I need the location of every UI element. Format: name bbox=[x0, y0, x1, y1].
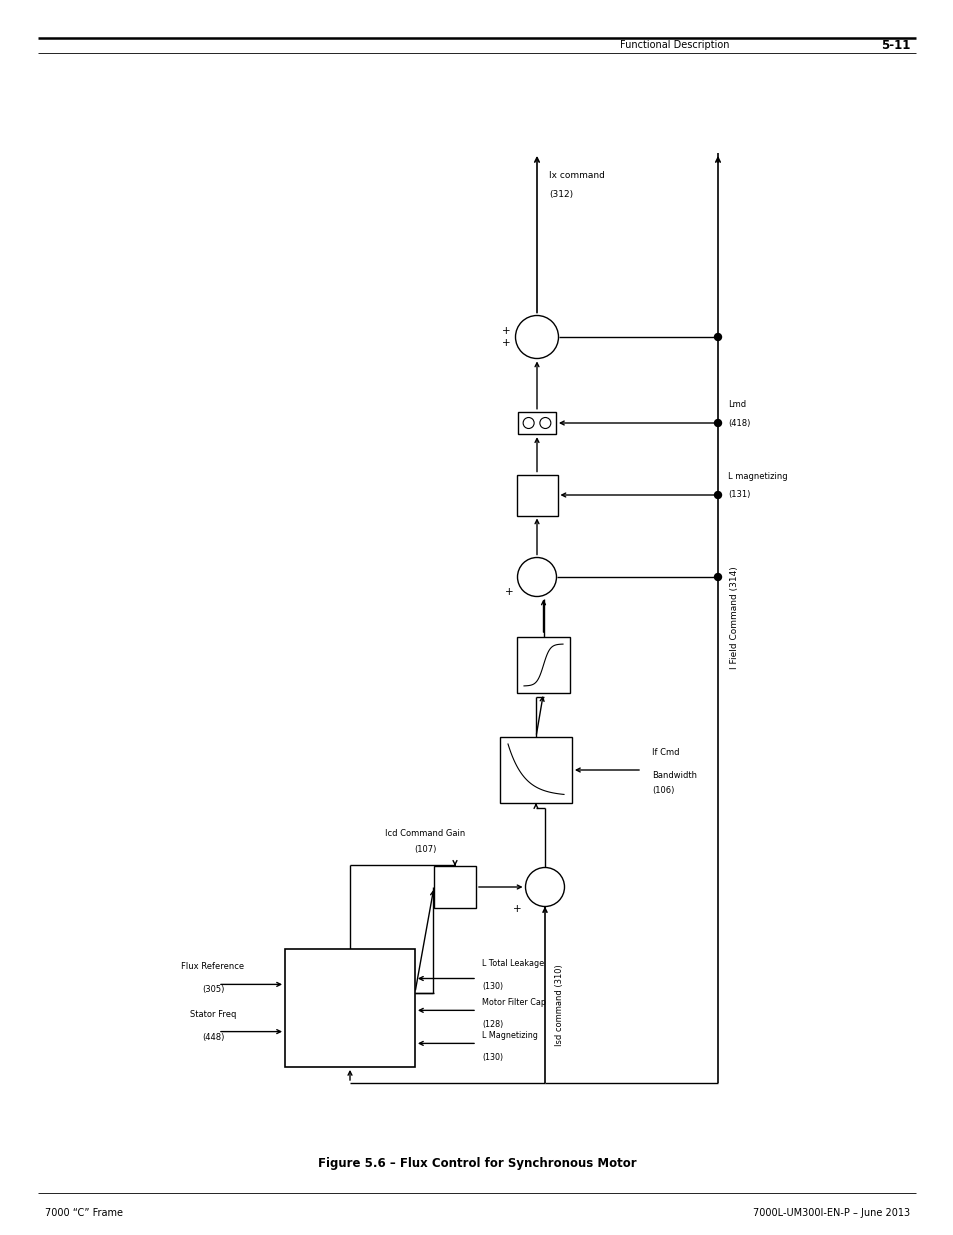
Text: Bandwidth: Bandwidth bbox=[651, 771, 697, 781]
Circle shape bbox=[714, 573, 720, 580]
Text: Ix command: Ix command bbox=[548, 170, 604, 179]
Text: CALCULATOR: CALCULATOR bbox=[322, 1018, 377, 1026]
Text: (448): (448) bbox=[202, 1032, 224, 1041]
Circle shape bbox=[714, 420, 720, 426]
Bar bbox=[517, 411, 556, 435]
Text: FILTER: FILTER bbox=[523, 776, 548, 784]
Text: (130): (130) bbox=[481, 1053, 502, 1062]
Text: I Field Command (314): I Field Command (314) bbox=[729, 567, 739, 669]
Text: 7000L-UM300I-EN-P – June 2013: 7000L-UM300I-EN-P – June 2013 bbox=[752, 1208, 909, 1218]
Text: (312): (312) bbox=[548, 190, 573, 200]
Circle shape bbox=[714, 492, 720, 499]
Text: +: + bbox=[513, 904, 521, 914]
Bar bbox=[434, 866, 476, 908]
Text: Functional Description: Functional Description bbox=[619, 41, 729, 51]
Text: $\times$: $\times$ bbox=[447, 878, 462, 897]
Bar bbox=[285, 948, 415, 1067]
Text: (418): (418) bbox=[727, 419, 750, 427]
Text: (130): (130) bbox=[481, 983, 502, 992]
Circle shape bbox=[515, 315, 558, 358]
Text: +: + bbox=[501, 338, 510, 348]
Text: CAP CURRENT: CAP CURRENT bbox=[320, 994, 379, 1003]
Bar bbox=[499, 737, 572, 803]
Text: L Magnetizing: L Magnetizing bbox=[481, 1031, 537, 1040]
Text: Motor Filter Cap: Motor Filter Cap bbox=[481, 998, 545, 1008]
Circle shape bbox=[517, 557, 556, 597]
Text: +: + bbox=[504, 587, 513, 597]
Circle shape bbox=[525, 867, 564, 906]
Text: Lmd: Lmd bbox=[727, 400, 745, 409]
Text: Figure 5.6 – Flux Control for Synchronous Motor: Figure 5.6 – Flux Control for Synchronou… bbox=[317, 1156, 636, 1170]
Text: $\times$: $\times$ bbox=[529, 487, 544, 504]
Text: (107): (107) bbox=[414, 845, 436, 853]
Text: Stator Freq: Stator Freq bbox=[190, 1009, 236, 1019]
Text: 5-11: 5-11 bbox=[880, 40, 909, 52]
Text: (305): (305) bbox=[202, 986, 224, 994]
Text: (128): (128) bbox=[481, 1020, 503, 1029]
Text: Icd Command Gain: Icd Command Gain bbox=[384, 829, 465, 839]
Text: 7000 “C” Frame: 7000 “C” Frame bbox=[45, 1208, 123, 1218]
Text: ·: · bbox=[540, 568, 543, 578]
Text: LOW PASS: LOW PASS bbox=[517, 757, 555, 767]
Text: ·: · bbox=[548, 877, 553, 889]
Bar bbox=[516, 474, 557, 515]
Text: (106): (106) bbox=[651, 785, 674, 795]
Text: (131): (131) bbox=[727, 490, 750, 499]
Text: Flux Reference: Flux Reference bbox=[181, 962, 244, 972]
Text: L Total Leakage: L Total Leakage bbox=[481, 960, 543, 968]
Text: If Cmd: If Cmd bbox=[651, 748, 679, 757]
Text: Isd command (310): Isd command (310) bbox=[555, 965, 563, 1046]
Text: +: + bbox=[501, 326, 510, 336]
Bar bbox=[517, 637, 569, 693]
Circle shape bbox=[714, 333, 720, 341]
Text: L magnetizing: L magnetizing bbox=[727, 472, 787, 480]
